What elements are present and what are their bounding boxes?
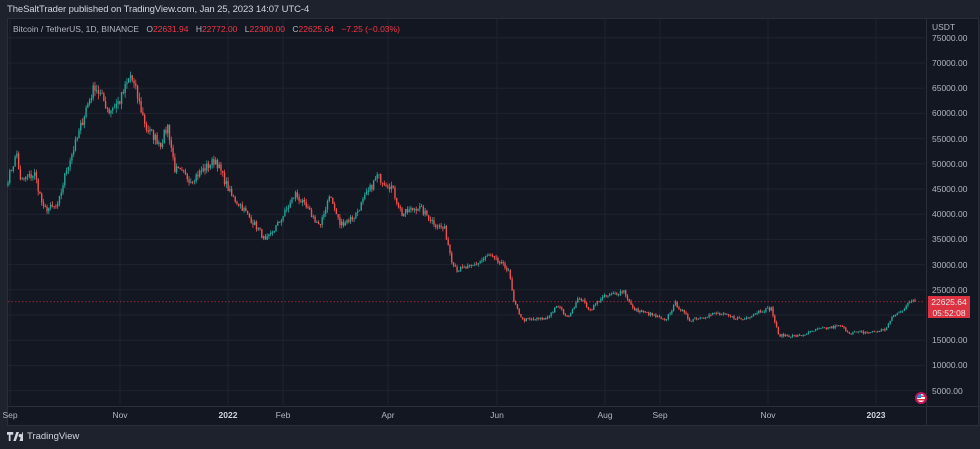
chart-pane[interactable] (7, 18, 979, 426)
price-tick: 10000.00 (932, 360, 968, 371)
publish-info: TheSaltTrader published on TradingView.c… (7, 4, 310, 15)
time-tick: Jun (490, 410, 504, 420)
low-value: 22300.00 (249, 24, 285, 34)
time-tick: Nov (112, 410, 128, 420)
change-value: −7.25 (−0.03%) (341, 24, 400, 34)
time-tick: Feb (275, 410, 291, 420)
price-tick: 50000.00 (932, 158, 968, 169)
price-tick: 70000.00 (932, 58, 968, 68)
symbol-legend: Bitcoin / TetherUS, 1D, BINANCE O22631.9… (13, 24, 400, 34)
price-tick: 35000.00 (932, 234, 968, 245)
axis-corner (926, 406, 979, 426)
high-label: H (195, 24, 202, 34)
price-tick: 5000.00 (932, 385, 963, 396)
time-tick: Sep (652, 410, 668, 420)
symbol-title: Bitcoin / TetherUS, 1D, BINANCE (13, 24, 139, 34)
tradingview-brand: TradingView (7, 431, 79, 442)
price-axis[interactable] (926, 18, 979, 406)
time-axis[interactable] (7, 406, 926, 426)
low-label: L (244, 24, 250, 34)
price-tick: 55000.00 (932, 133, 968, 144)
time-tick: Sep (2, 410, 18, 420)
high-value: 22772.00 (201, 24, 238, 34)
last-price-value: 22625.64 (931, 297, 967, 307)
time-tick: Nov (760, 410, 776, 420)
close-value: 22625.64 (298, 24, 334, 34)
price-tick: 30000.00 (932, 259, 968, 270)
brand-label: TradingView (27, 431, 80, 442)
price-tick: 60000.00 (932, 108, 968, 119)
price-tick: 25000.00 (932, 284, 968, 295)
time-tick: Aug (597, 410, 613, 420)
price-unit-label: USDT (932, 22, 956, 32)
bar-countdown: 05:52:08 (932, 307, 966, 318)
price-tick: 15000.00 (932, 335, 968, 346)
price-tick: 75000.00 (932, 32, 968, 43)
open-label: O (146, 24, 153, 34)
close-label: C (292, 24, 299, 34)
price-tick: 40000.00 (932, 209, 968, 220)
time-tick: 2023 (866, 410, 886, 420)
us-flag-events-icon[interactable] (915, 392, 927, 404)
price-tick: 45000.00 (932, 184, 968, 194)
last-price-tag: 22625.64 05:52:08 (928, 296, 970, 318)
price-tick: 65000.00 (932, 83, 968, 94)
open-value: 22631.94 (152, 24, 189, 34)
time-tick: 2022 (218, 410, 238, 420)
time-tick: Apr (381, 410, 395, 420)
tradingview-logo-icon (7, 432, 23, 441)
